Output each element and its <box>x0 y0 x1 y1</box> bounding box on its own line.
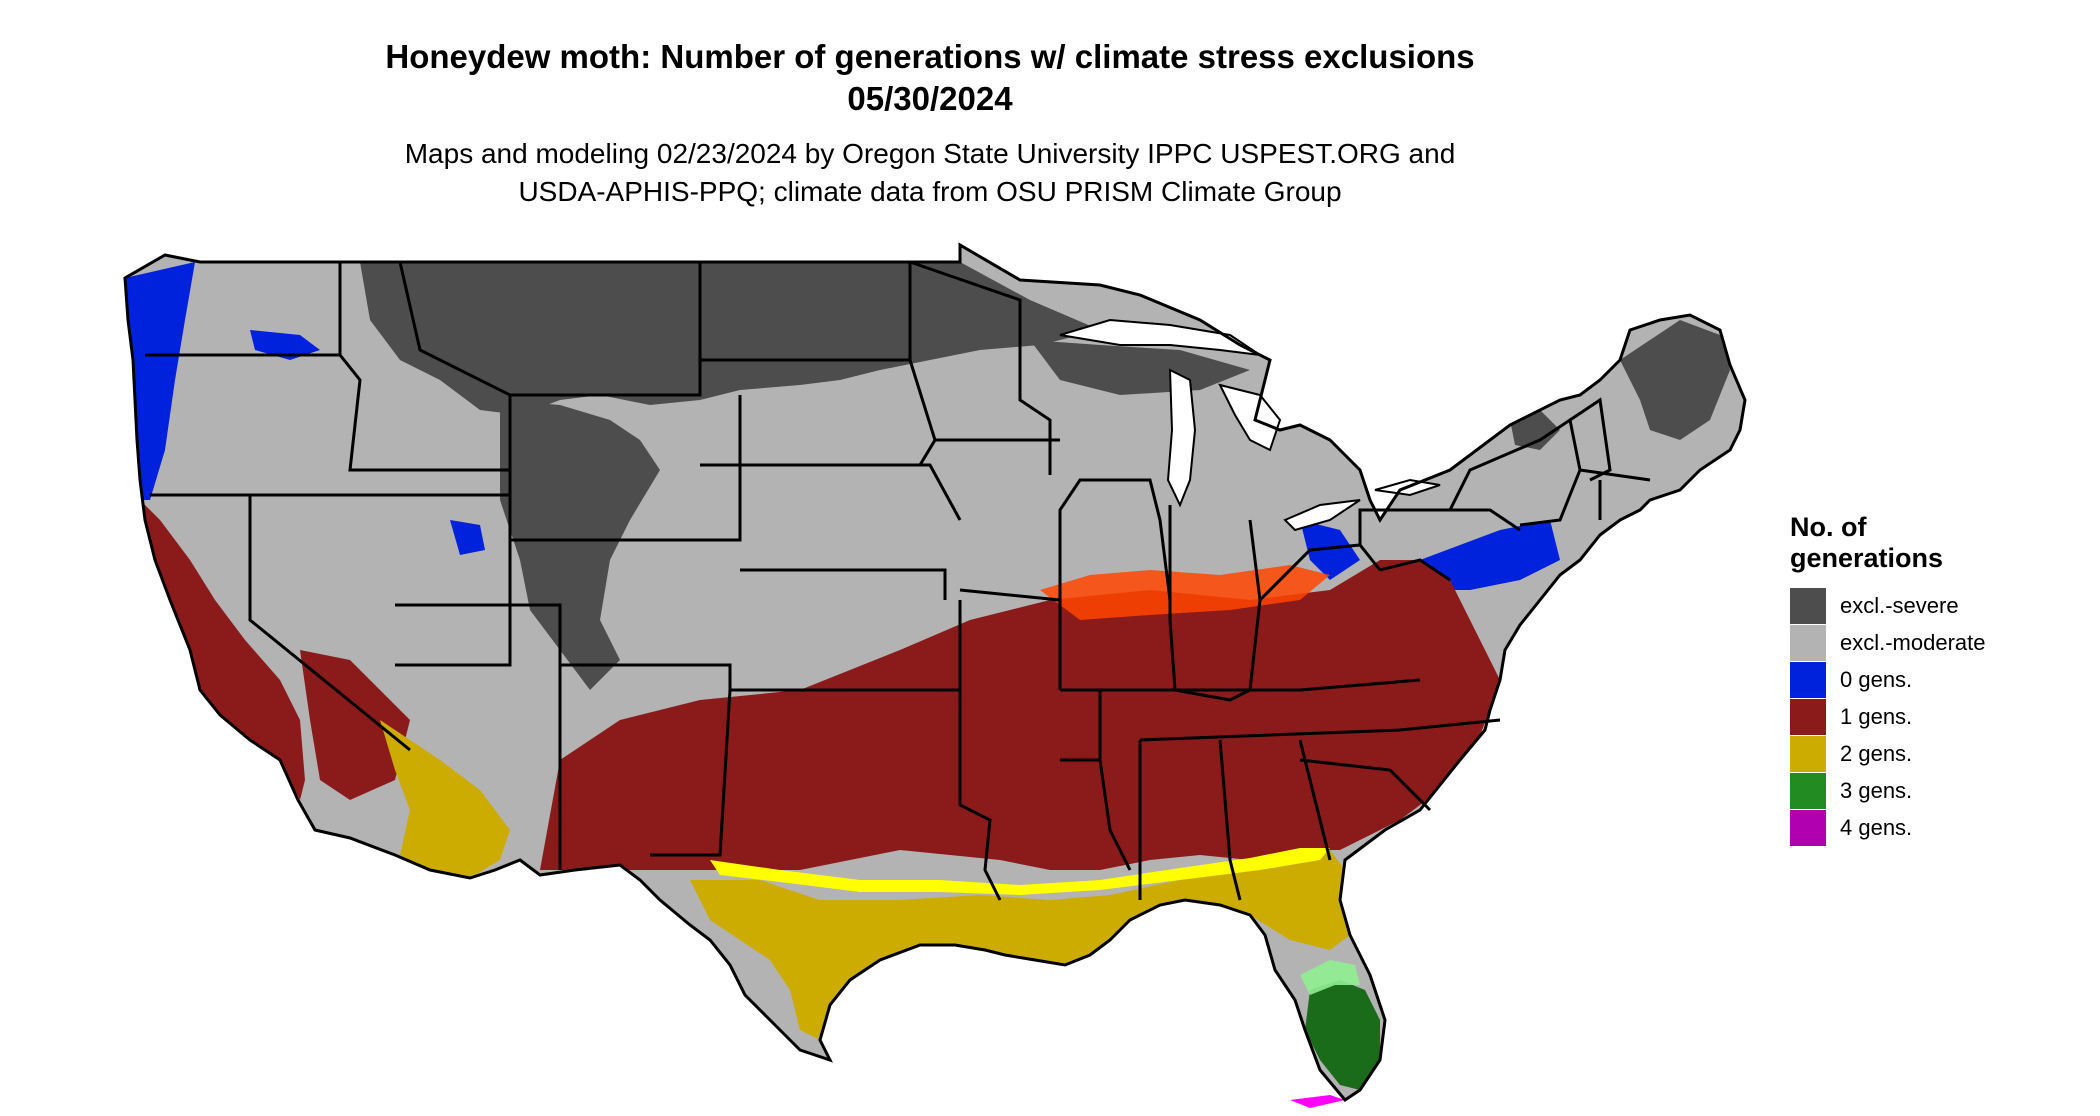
legend-item: 3 gens. <box>1790 773 2070 809</box>
zone-southwest-red <box>300 650 410 800</box>
zone-rockies-severe <box>500 400 660 690</box>
legend-item: 4 gens. <box>1790 810 2070 846</box>
zone-florida-light-fringe <box>1300 960 1360 995</box>
lake-michigan <box>1166 368 1197 508</box>
severe-exclusion-zones <box>360 262 1730 690</box>
legend-item: excl.-moderate <box>1790 625 2070 661</box>
legend-items: excl.-severe excl.-moderate 0 gens. 1 gens.… <box>1790 588 2070 846</box>
zone-south-texas-green <box>830 1010 880 1065</box>
legend-title-line1: No. of <box>1790 512 1867 542</box>
legend-item: 0 gens. <box>1790 662 2070 698</box>
legend-label: 3 gens. <box>1840 778 1913 803</box>
zone-gulf-coast-gold <box>690 850 1350 1040</box>
legend-swatch <box>1790 662 1826 698</box>
zone-gulf-yellow-fringe <box>710 848 1330 895</box>
legend-label: 0 gens. <box>1840 667 1913 692</box>
zone-ohio-valley-blue <box>1300 520 1360 580</box>
lake-erie <box>1283 499 1361 532</box>
zone-south-red <box>540 560 1500 870</box>
zone-keys-magenta <box>1290 1095 1345 1108</box>
zone-wa-inland-blue <box>250 330 320 360</box>
two-generation-fringe <box>710 848 1330 895</box>
legend-swatch <box>1790 588 1826 624</box>
map-date: 05/30/2024 <box>847 80 1013 117</box>
legend-label: 2 gens. <box>1840 741 1913 766</box>
zone-nevada-blue <box>450 520 485 555</box>
one-generation-zones <box>140 500 1500 870</box>
legend-swatch <box>1790 736 1826 772</box>
credit-line-2: USDA-APHIS-PPQ; climate data from OSU PR… <box>518 176 1342 207</box>
legend-item: excl.-severe <box>1790 588 2070 624</box>
legend-title-line2: generations <box>1790 543 1944 573</box>
legend-item: 2 gens. <box>1790 736 2070 772</box>
zone-arizona-gold <box>380 720 510 878</box>
zone-great-lakes-severe <box>1030 340 1250 395</box>
generation-zones <box>125 262 1730 1090</box>
state-borders <box>123 243 1747 1102</box>
map-title: Honeydew moth: Number of generations w/ … <box>385 38 1475 75</box>
legend-label: excl.-severe <box>1840 593 1959 618</box>
zone-northern-plains-severe <box>360 262 1100 415</box>
legend: No. of generations excl.-severe excl.-mod… <box>1790 512 2070 846</box>
legend-swatch <box>1790 625 1826 661</box>
legend-label: 4 gens. <box>1840 815 1913 840</box>
two-generation-zones <box>380 720 1350 1040</box>
zone-california-red <box>140 500 305 800</box>
legend-label: 1 gens. <box>1840 704 1913 729</box>
zone-south-florida-green <box>1305 980 1380 1090</box>
zone-mid-atlantic-blue <box>1420 520 1560 590</box>
credit-line-1: Maps and modeling 02/23/2024 by Oregon S… <box>404 138 1456 169</box>
legend-item: 1 gens. <box>1790 699 2070 735</box>
zone-new-england-severe <box>1620 320 1730 440</box>
legend-label: excl.-moderate <box>1840 630 1986 655</box>
legend-swatch <box>1790 810 1826 846</box>
legend-swatch <box>1790 773 1826 809</box>
three-generation-fringe <box>1300 960 1360 995</box>
zone-pacific-coast-blue <box>125 262 195 500</box>
legend-swatch <box>1790 699 1826 735</box>
